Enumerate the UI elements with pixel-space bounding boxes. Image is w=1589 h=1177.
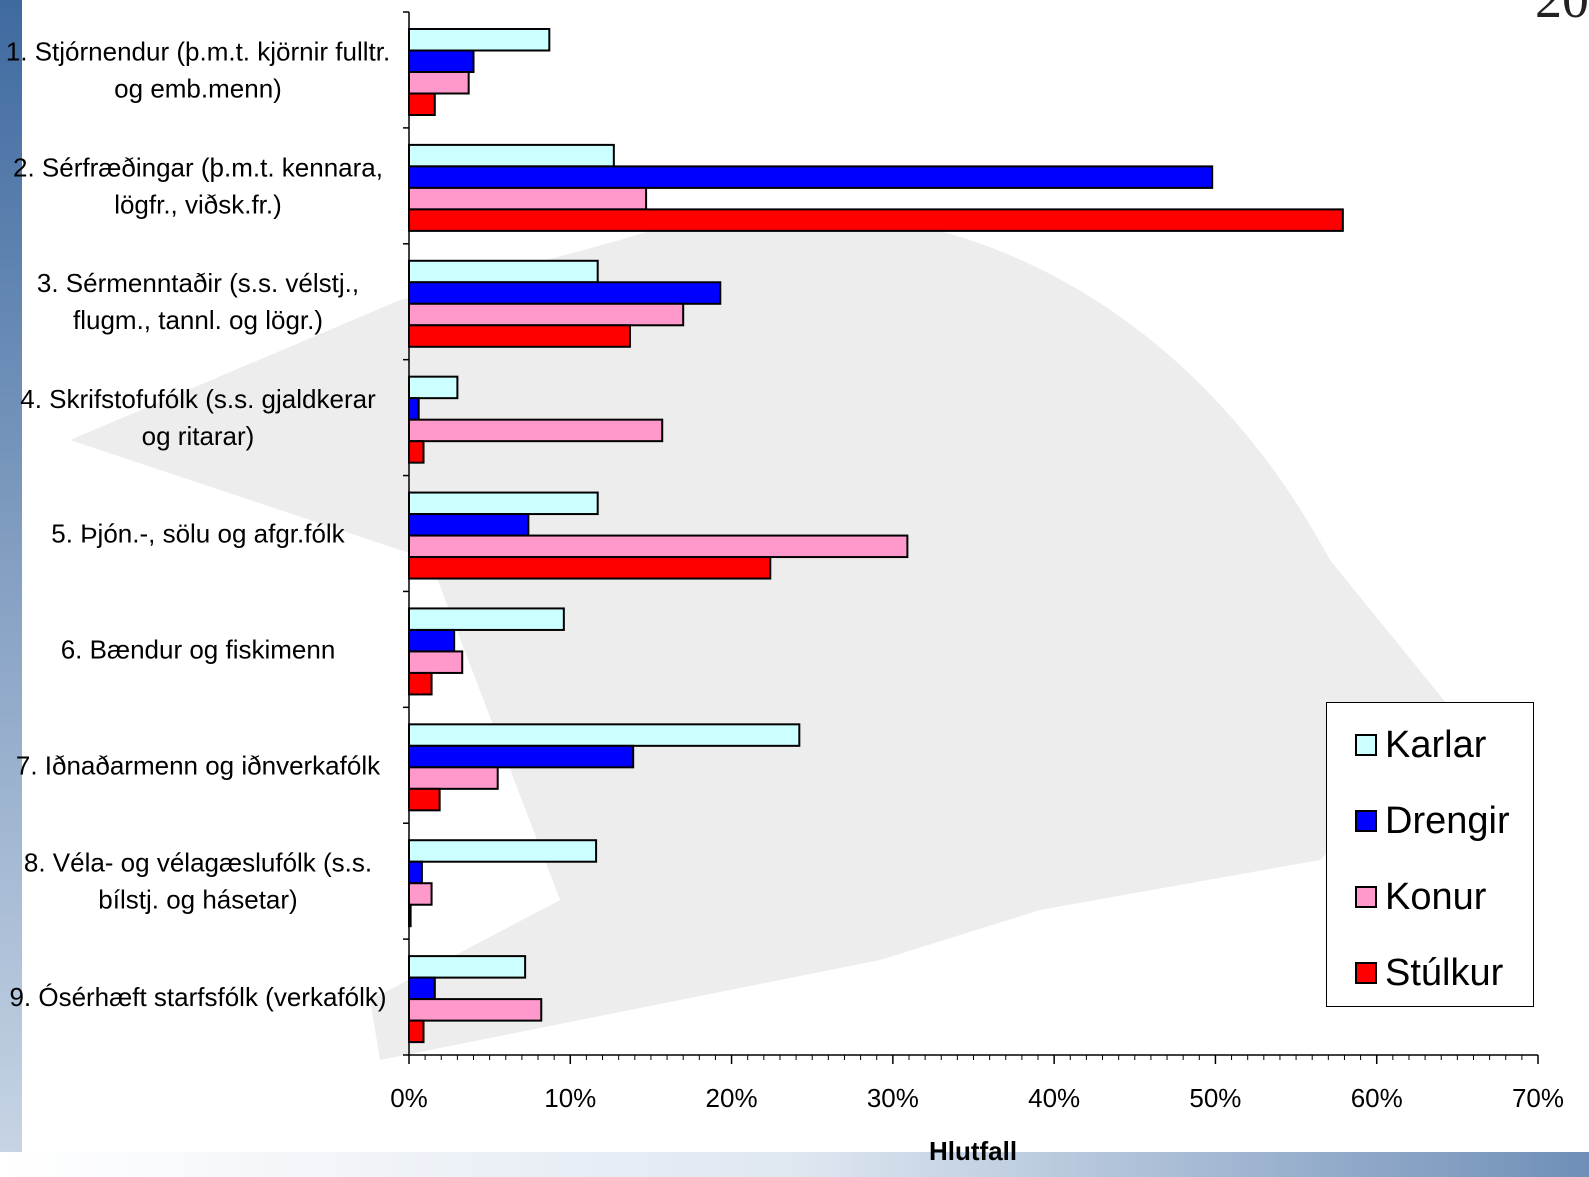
bar-drengir-4 bbox=[408, 397, 420, 421]
category-label-line: bílstj. og hásetar) bbox=[98, 885, 297, 915]
bottom-decorative-bar bbox=[0, 1152, 1589, 1177]
bar-konur-7 bbox=[408, 766, 499, 790]
bar-konur-1 bbox=[408, 71, 470, 95]
category-label-line: 3. Sérmenntaðir (s.s. vélstj., bbox=[37, 268, 359, 298]
bar-karlar-9 bbox=[408, 955, 527, 979]
bar-karlar-2 bbox=[408, 143, 615, 168]
category-label-line: og emb.menn) bbox=[114, 73, 282, 103]
category-label-line: og ritarar) bbox=[142, 421, 255, 451]
legend-item-stulkur: Stúlkur bbox=[1355, 951, 1503, 995]
x-tick-label: 40% bbox=[1028, 1083, 1080, 1113]
legend-swatch-karlar bbox=[1355, 734, 1377, 756]
x-tick-label: 30% bbox=[867, 1083, 919, 1113]
legend-swatch-stulkur bbox=[1355, 962, 1377, 984]
category-label-8: 8. Véla- og vélagæslufólk (s.s. bílstj. o… bbox=[24, 848, 372, 915]
bar-konur-4 bbox=[408, 418, 664, 443]
category-label-3: 3. Sérmenntaðir (s.s. vélstj., flugm., ta… bbox=[37, 268, 359, 335]
chart-legend: Karlar Drengir Konur Stúlkur bbox=[1326, 702, 1534, 1007]
legend-label-konur: Konur bbox=[1385, 875, 1487, 918]
left-decorative-bar bbox=[0, 0, 22, 1177]
bar-stulkur-1 bbox=[408, 92, 436, 116]
bar-drengir-7 bbox=[408, 744, 635, 769]
bar-stulkur-7 bbox=[408, 787, 441, 812]
category-label-line: 1. Stjórnendur (þ.m.t. kjörnir fulltr. bbox=[6, 36, 390, 66]
category-label-2: 2. Sérfræðingar (þ.m.t. kennara, lögfr., … bbox=[13, 152, 383, 219]
page-number: 20 bbox=[1535, 0, 1589, 30]
x-tick-label: 50% bbox=[1189, 1083, 1241, 1113]
bar-konur-9 bbox=[408, 998, 543, 1022]
bar-konur-8 bbox=[408, 882, 433, 906]
legend-swatch-konur bbox=[1355, 886, 1377, 908]
category-label-line: 9. Ósérhæft starfsfólk (verkafólk) bbox=[9, 982, 386, 1012]
bar-konur-3 bbox=[408, 302, 685, 327]
legend-label-karlar: Karlar bbox=[1385, 723, 1487, 766]
bar-stulkur-6 bbox=[408, 671, 433, 696]
category-label-6: 6. Bændur og fiskimenn bbox=[61, 634, 336, 664]
bar-stulkur-2 bbox=[408, 208, 1344, 232]
bar-konur-2 bbox=[408, 186, 648, 211]
bar-karlar-6 bbox=[408, 607, 565, 631]
legend-label-stulkur: Stúlkur bbox=[1385, 951, 1504, 994]
legend-item-drengir: Drengir bbox=[1355, 799, 1510, 843]
category-label-line: 6. Bændur og fiskimenn bbox=[61, 634, 336, 664]
x-axis-title: Hlutfall bbox=[929, 1136, 1017, 1166]
bar-konur-6 bbox=[408, 650, 464, 674]
bar-drengir-9 bbox=[408, 976, 436, 1001]
bar-drengir-5 bbox=[408, 513, 530, 537]
bar-karlar-3 bbox=[408, 259, 599, 284]
x-tick-label: 0% bbox=[390, 1083, 428, 1113]
category-label-7: 7. Iðnaðarmenn og iðnverkafólk bbox=[16, 750, 381, 780]
x-tick-label: 10% bbox=[544, 1083, 596, 1113]
bar-konur-5 bbox=[408, 534, 909, 559]
category-label-line: 4. Skrifstofufólk (s.s. gjaldkerar bbox=[20, 384, 376, 414]
bar-karlar-8 bbox=[408, 839, 598, 863]
bar-stulkur-9 bbox=[408, 1019, 425, 1044]
x-tick-label: 60% bbox=[1351, 1083, 1403, 1113]
bar-drengir-2 bbox=[408, 165, 1214, 189]
bar-karlar-1 bbox=[408, 28, 551, 52]
x-tick-label: 70% bbox=[1512, 1083, 1564, 1113]
category-label-line: 2. Sérfræðingar (þ.m.t. kennara, bbox=[13, 152, 383, 182]
bar-karlar-4 bbox=[408, 375, 459, 400]
bar-drengir-1 bbox=[408, 49, 475, 73]
legend-item-karlar: Karlar bbox=[1355, 723, 1486, 767]
bar-karlar-7 bbox=[408, 723, 801, 747]
labels-layer: 0% 10% 20% 30% 40% 50% 60% 70% Hlutfall 1. Stjórn… bbox=[6, 36, 1564, 1166]
bar-karlar-5 bbox=[408, 491, 599, 516]
bar-stulkur-4 bbox=[408, 440, 425, 464]
legend-label-drengir: Drengir bbox=[1385, 799, 1510, 842]
category-label-line: 5. Þjón.-, sölu og afgr.fólk bbox=[51, 519, 345, 549]
bar-drengir-8 bbox=[408, 860, 423, 885]
bar-stulkur-3 bbox=[408, 324, 631, 348]
legend-swatch-drengir bbox=[1355, 810, 1377, 832]
category-label-4: 4. Skrifstofufólk (s.s. gjaldkerar og rit… bbox=[20, 384, 376, 451]
legend-item-konur: Konur bbox=[1355, 875, 1486, 919]
axis-layer bbox=[403, 11, 1539, 1064]
category-label-9: 9. Ósérhæft starfsfólk (verkafólk) bbox=[9, 982, 386, 1012]
x-tick-label: 20% bbox=[706, 1083, 758, 1113]
category-label-line: 7. Iðnaðarmenn og iðnverkafólk bbox=[16, 750, 381, 780]
category-label-line: lögfr., viðsk.fr.) bbox=[114, 189, 282, 219]
category-label-line: flugm., tannl. og lögr.) bbox=[73, 305, 323, 335]
category-label-line: 8. Véla- og vélagæslufólk (s.s. bbox=[24, 848, 372, 878]
category-label-1: 1. Stjórnendur (þ.m.t. kjörnir fulltr. og… bbox=[6, 36, 390, 103]
bar-drengir-6 bbox=[408, 628, 456, 653]
bar-drengir-3 bbox=[408, 281, 722, 305]
category-label-5: 5. Þjón.-, sölu og afgr.fólk bbox=[51, 519, 345, 549]
bar-stulkur-5 bbox=[408, 556, 772, 580]
